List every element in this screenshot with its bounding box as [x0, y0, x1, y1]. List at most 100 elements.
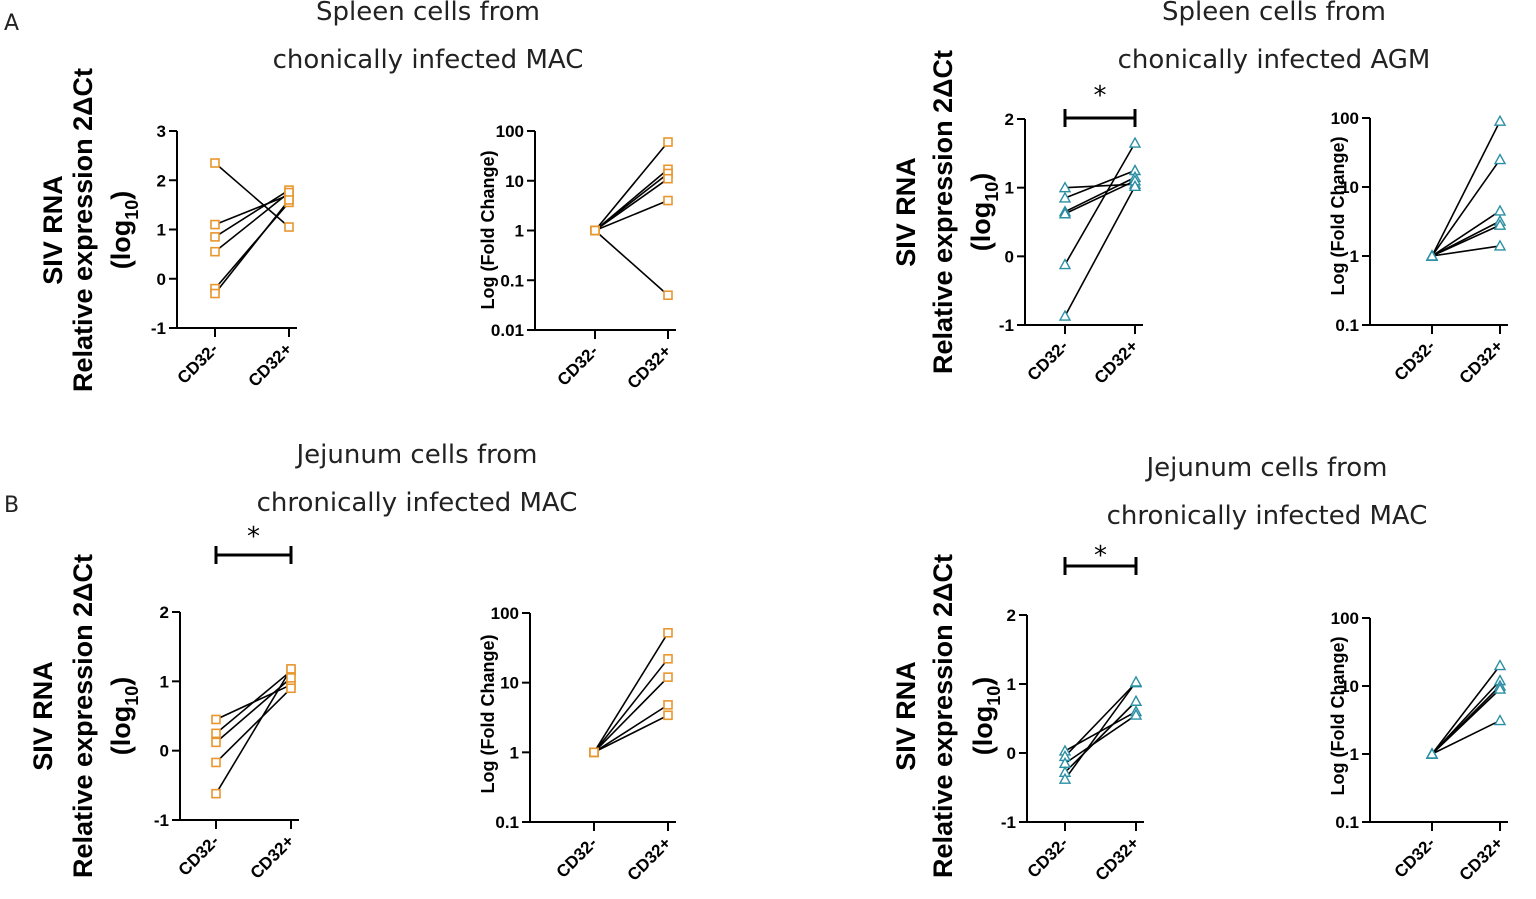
series-line: [215, 668, 292, 795]
y-tick-label: 10: [1340, 677, 1359, 696]
data-point-triangle: [1425, 747, 1439, 759]
data-point-triangle: [1493, 714, 1507, 726]
data-point-square: [211, 714, 221, 725]
data-point-square: [211, 728, 221, 739]
data-point-square: [590, 225, 600, 236]
data-point-square: [210, 288, 220, 299]
series-line: [593, 714, 669, 754]
data-point-triangle: [1129, 675, 1143, 687]
series-line: [214, 194, 290, 226]
series-line: [214, 189, 290, 238]
series-line: [593, 676, 669, 753]
data-point-triangle: [1128, 136, 1142, 148]
y-tick-label: 0.1: [1335, 316, 1359, 335]
y-tick-label: 100: [1331, 109, 1359, 128]
data-point-square: [663, 195, 673, 206]
y-axis-label: (log10): [106, 677, 142, 756]
y-axis-label: SIV RNA: [891, 157, 921, 267]
charts: Spleen cells from chonically infected MAC…: [28, 0, 1508, 885]
chart-title-line2: chonically infected AGM: [1118, 45, 1431, 75]
data-point-square: [210, 158, 220, 168]
data-point-triangle: [1493, 239, 1507, 251]
y-axis-label: SIV RNA: [28, 661, 58, 771]
chart-A_spleen_MAC_rel: Spleen cells from chonically infected MAC…: [38, 0, 583, 392]
series-line: [214, 191, 290, 253]
y-tick-label: -1: [154, 811, 169, 830]
series-line: [1064, 180, 1136, 215]
y-axis-label: SIV RNA: [38, 175, 68, 285]
data-point-square: [210, 232, 220, 242]
y-axis-label-subscript: 10: [122, 200, 142, 220]
y-axis-label: (log10): [968, 677, 1004, 756]
y-tick-label: 0: [157, 270, 166, 289]
series-line: [1064, 714, 1137, 765]
series-line: [594, 199, 669, 232]
y-axis-label: SIV RNA: [891, 661, 921, 771]
x-tick-label: CD32-: [1391, 336, 1439, 384]
y-axis-label: Relative expression 2ΔCt: [68, 68, 98, 392]
y-axis-label: Log (Fold Change): [478, 635, 498, 794]
x-tick-label: CD32-: [1024, 833, 1072, 881]
y-tick-label: 2: [157, 171, 166, 190]
data-point-square: [663, 654, 673, 664]
y-tick-label: 0.1: [1335, 813, 1359, 832]
x-tick-label: CD32+: [1091, 336, 1142, 387]
data-point-square: [663, 137, 673, 147]
x-tick-label: CD32+: [1456, 336, 1507, 387]
series-line: [1431, 224, 1501, 257]
y-tick-label: 0.01: [491, 321, 524, 340]
data-point-square: [663, 627, 673, 638]
chart-title-line2: chronically infected MAC: [1107, 501, 1428, 531]
y-tick-label: 1: [515, 222, 524, 241]
chart-title-line1: Spleen cells from: [1162, 0, 1386, 27]
y-tick-label: 0.1: [500, 271, 524, 290]
series-line: [1431, 210, 1501, 257]
significance-star: *: [1094, 541, 1107, 571]
x-tick-label: CD32+: [245, 339, 296, 390]
y-axis-label-subscript: 10: [984, 686, 1004, 706]
y-axis-label-part: (log: [106, 706, 136, 755]
y-tick-label: 0.1: [495, 813, 519, 832]
data-point-square: [211, 737, 221, 748]
chart-B_jejunum_MAC_fold: Log (Fold Change) 0.1 1 10 100 CD32- CD32+: [478, 604, 676, 885]
series-line: [214, 162, 290, 228]
data-point-square: [284, 195, 294, 205]
y-axis-label: Log (Fold Change): [478, 151, 498, 310]
y-tick-label: 1: [1007, 675, 1016, 694]
data-point-square: [589, 747, 599, 758]
data-point-square: [286, 683, 296, 694]
series-line: [1064, 183, 1136, 189]
data-point-square: [211, 788, 221, 799]
x-tick-label: CD32+: [624, 833, 675, 884]
y-tick-label: 1: [160, 672, 169, 691]
x-tick-label: CD32-: [1391, 833, 1439, 881]
significance-star: *: [247, 522, 260, 552]
y-tick-label: 100: [496, 122, 524, 141]
y-tick-label: 1: [510, 743, 519, 762]
series-line: [1431, 665, 1501, 755]
x-tick-label: CD32-: [553, 833, 601, 881]
series-line: [215, 687, 292, 764]
data-point-square: [210, 246, 220, 257]
chart-A_spleen_MAC_fold: Log (Fold Change) 0.01 0.1 1 10 100 CD32- CD32+: [478, 122, 676, 393]
x-tick-label: CD32+: [247, 831, 298, 882]
y-axis-label-part: ): [106, 677, 136, 686]
data-point-square: [211, 757, 221, 768]
y-tick-label: 0: [1005, 247, 1014, 266]
data-point-triangle: [1129, 708, 1143, 720]
data-point-triangle: [1493, 204, 1507, 216]
data-point-triangle: [1058, 191, 1072, 203]
y-tick-label: 3: [157, 122, 166, 141]
y-tick-label: -1: [151, 319, 166, 338]
y-axis-label: Log (Fold Change): [1328, 637, 1348, 796]
y-axis-label-subscript: 10: [122, 686, 142, 706]
series-line: [1431, 719, 1501, 755]
x-tick-label: CD32+: [1456, 833, 1507, 884]
data-point-square: [663, 700, 673, 710]
data-point-square: [284, 222, 294, 232]
y-axis-label-part: ): [966, 173, 996, 182]
data-point-square: [663, 672, 673, 682]
series-line: [214, 199, 290, 295]
y-tick-label: 1: [157, 221, 166, 240]
